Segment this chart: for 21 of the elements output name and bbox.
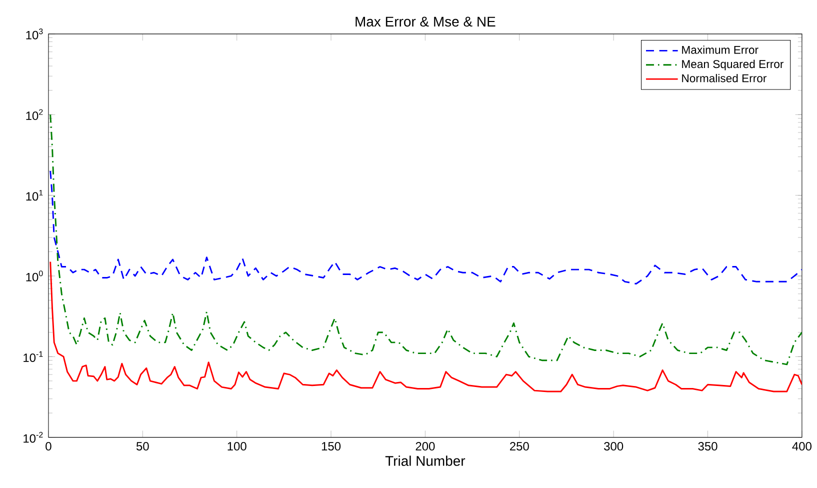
x-tick-label: 50 [136,442,149,450]
legend-label: Maximum Error [682,45,758,54]
x-tick-label: 300 [604,442,624,450]
y-tick-label: 10$^{3}$ [26,28,43,40]
x-tick-label: 250 [510,442,529,450]
line-series [50,260,802,392]
x-axis-title: Trial Number [385,456,466,466]
y-tick-label: 10$^{-2}$ [24,432,43,443]
y-tick-label: 10$^{2}$ [26,109,43,120]
chart-title: Max Error & Mse & NE [356,16,496,26]
legend-label: Mean Squared Error [682,60,784,70]
y-tick-label: 10$^{1}$ [26,190,43,201]
x-tick-label: 200 [416,442,435,450]
y-tick-label: 10$^{-1}$ [24,351,43,362]
x-tick-label: 150 [322,442,341,450]
x-tick-label: 350 [698,442,718,450]
legend-label: Normalised Error [682,74,766,82]
x-tick-label: 0 [46,442,52,450]
x-tick-label: 400 [792,442,812,450]
x-tick-label: 100 [228,442,246,450]
y-tick-label: 10$^{0}$ [26,270,43,282]
